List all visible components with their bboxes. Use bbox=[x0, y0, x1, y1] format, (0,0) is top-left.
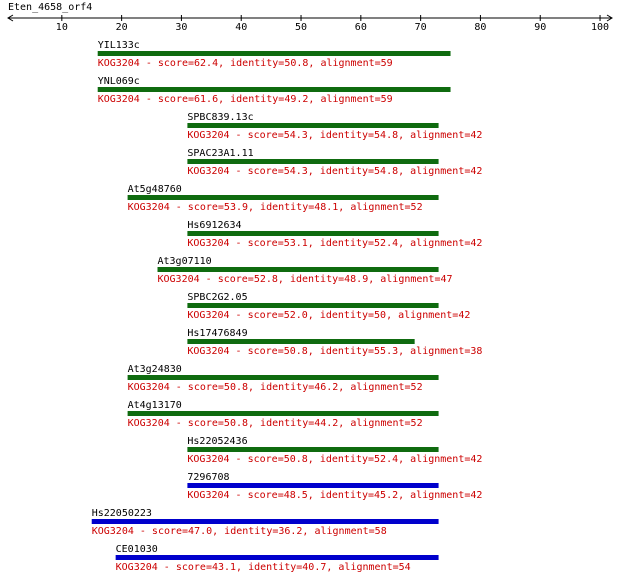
hit-name: CE01030 bbox=[116, 544, 158, 555]
hit-bar bbox=[127, 195, 439, 200]
hit-bar bbox=[187, 483, 439, 488]
hit-label: KOG3204 - score=50.8, identity=52.4, ali… bbox=[187, 454, 482, 465]
x-tick-label: 50 bbox=[295, 22, 307, 33]
hit-bar bbox=[115, 555, 439, 560]
hit-label: KOG3204 - score=50.8, identity=55.3, ali… bbox=[187, 346, 482, 357]
axis-arrow bbox=[606, 14, 613, 22]
hit-bar bbox=[97, 87, 451, 92]
hit-label: KOG3204 - score=43.1, identity=40.7, ali… bbox=[116, 562, 411, 573]
hit-label: KOG3204 - score=48.5, identity=45.2, ali… bbox=[187, 490, 482, 501]
x-tick-label: 10 bbox=[56, 22, 68, 33]
hit-label: KOG3204 - score=54.3, identity=54.8, ali… bbox=[187, 166, 482, 177]
hit-name: Hs22052436 bbox=[187, 436, 247, 447]
hit-label: KOG3204 - score=62.4, identity=50.8, ali… bbox=[98, 58, 393, 69]
hit-name: SPBC839.13c bbox=[187, 112, 253, 123]
hit-label: KOG3204 - score=53.1, identity=52.4, ali… bbox=[187, 238, 482, 249]
hit-label: KOG3204 - score=47.0, identity=36.2, ali… bbox=[92, 526, 387, 537]
x-tick-label: 90 bbox=[534, 22, 546, 33]
hit-name: Hs17476849 bbox=[187, 328, 247, 339]
x-tick-label: 40 bbox=[235, 22, 247, 33]
hit-name: YIL133c bbox=[98, 40, 140, 51]
chart-title: Eten_4658_orf4 bbox=[8, 2, 92, 13]
hit-bar bbox=[127, 411, 439, 416]
x-tick-label: 30 bbox=[175, 22, 187, 33]
hit-name: Hs6912634 bbox=[187, 220, 241, 231]
hit-name: SPAC23A1.11 bbox=[187, 148, 253, 159]
hit-bar bbox=[187, 159, 439, 164]
hit-name: Hs22050223 bbox=[92, 508, 152, 519]
hit-label: KOG3204 - score=52.8, identity=48.9, ali… bbox=[158, 274, 453, 285]
hit-label: KOG3204 - score=52.0, identity=50, align… bbox=[187, 310, 470, 321]
hit-name: SPBC2G2.05 bbox=[187, 292, 247, 303]
hit-bar bbox=[187, 231, 439, 236]
axis-arrow bbox=[7, 14, 14, 22]
x-tick-label: 80 bbox=[474, 22, 486, 33]
hit-name: 7296708 bbox=[187, 472, 229, 483]
hit-label: KOG3204 - score=53.9, identity=48.1, ali… bbox=[128, 202, 423, 213]
hit-bar bbox=[157, 267, 439, 272]
x-tick-label: 20 bbox=[116, 22, 128, 33]
hit-bar bbox=[91, 519, 439, 524]
hit-name: YNL069c bbox=[98, 76, 140, 87]
hit-bar bbox=[187, 447, 439, 452]
hit-bar bbox=[127, 375, 439, 380]
hit-name: At3g24830 bbox=[128, 364, 182, 375]
hit-bar bbox=[187, 303, 439, 308]
hit-bar bbox=[97, 51, 451, 56]
x-tick-label: 70 bbox=[415, 22, 427, 33]
hit-bar bbox=[187, 339, 415, 344]
hit-name: At5g48760 bbox=[128, 184, 182, 195]
x-tick-label: 60 bbox=[355, 22, 367, 33]
x-tick-label: 100 bbox=[591, 22, 609, 33]
hit-label: KOG3204 - score=50.8, identity=44.2, ali… bbox=[128, 418, 423, 429]
hit-name: At4g13170 bbox=[128, 400, 182, 411]
hit-label: KOG3204 - score=50.8, identity=46.2, ali… bbox=[128, 382, 423, 393]
hit-label: KOG3204 - score=54.3, identity=54.8, ali… bbox=[187, 130, 482, 141]
hit-name: At3g07110 bbox=[158, 256, 212, 267]
hit-bar bbox=[187, 123, 439, 128]
hit-label: KOG3204 - score=61.6, identity=49.2, ali… bbox=[98, 94, 393, 105]
